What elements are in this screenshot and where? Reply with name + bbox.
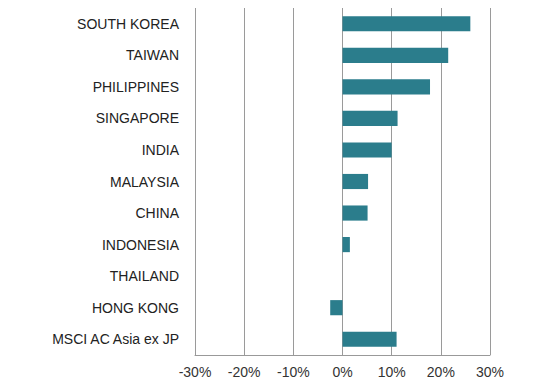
svg-text:INDIA: INDIA (142, 142, 180, 158)
svg-text:10%: 10% (378, 364, 406, 380)
svg-text:SINGAPORE: SINGAPORE (96, 110, 179, 126)
svg-text:PHILIPPINES: PHILIPPINES (93, 79, 179, 95)
svg-text:0%: 0% (332, 364, 352, 380)
svg-text:THAILAND: THAILAND (110, 268, 179, 284)
svg-text:30%: 30% (476, 364, 504, 380)
svg-text:-20%: -20% (228, 364, 261, 380)
svg-text:SOUTH KOREA: SOUTH KOREA (77, 16, 180, 32)
svg-text:MSCI AC Asia ex JP: MSCI AC Asia ex JP (52, 331, 179, 347)
svg-text:HONG KONG: HONG KONG (92, 300, 179, 316)
svg-text:20%: 20% (427, 364, 455, 380)
svg-text:-30%: -30% (179, 364, 212, 380)
svg-text:CHINA: CHINA (135, 205, 179, 221)
svg-text:TAIWAN: TAIWAN (126, 47, 179, 63)
svg-text:MALAYSIA: MALAYSIA (110, 174, 180, 190)
svg-text:-10%: -10% (277, 364, 310, 380)
svg-text:INDONESIA: INDONESIA (102, 237, 180, 253)
